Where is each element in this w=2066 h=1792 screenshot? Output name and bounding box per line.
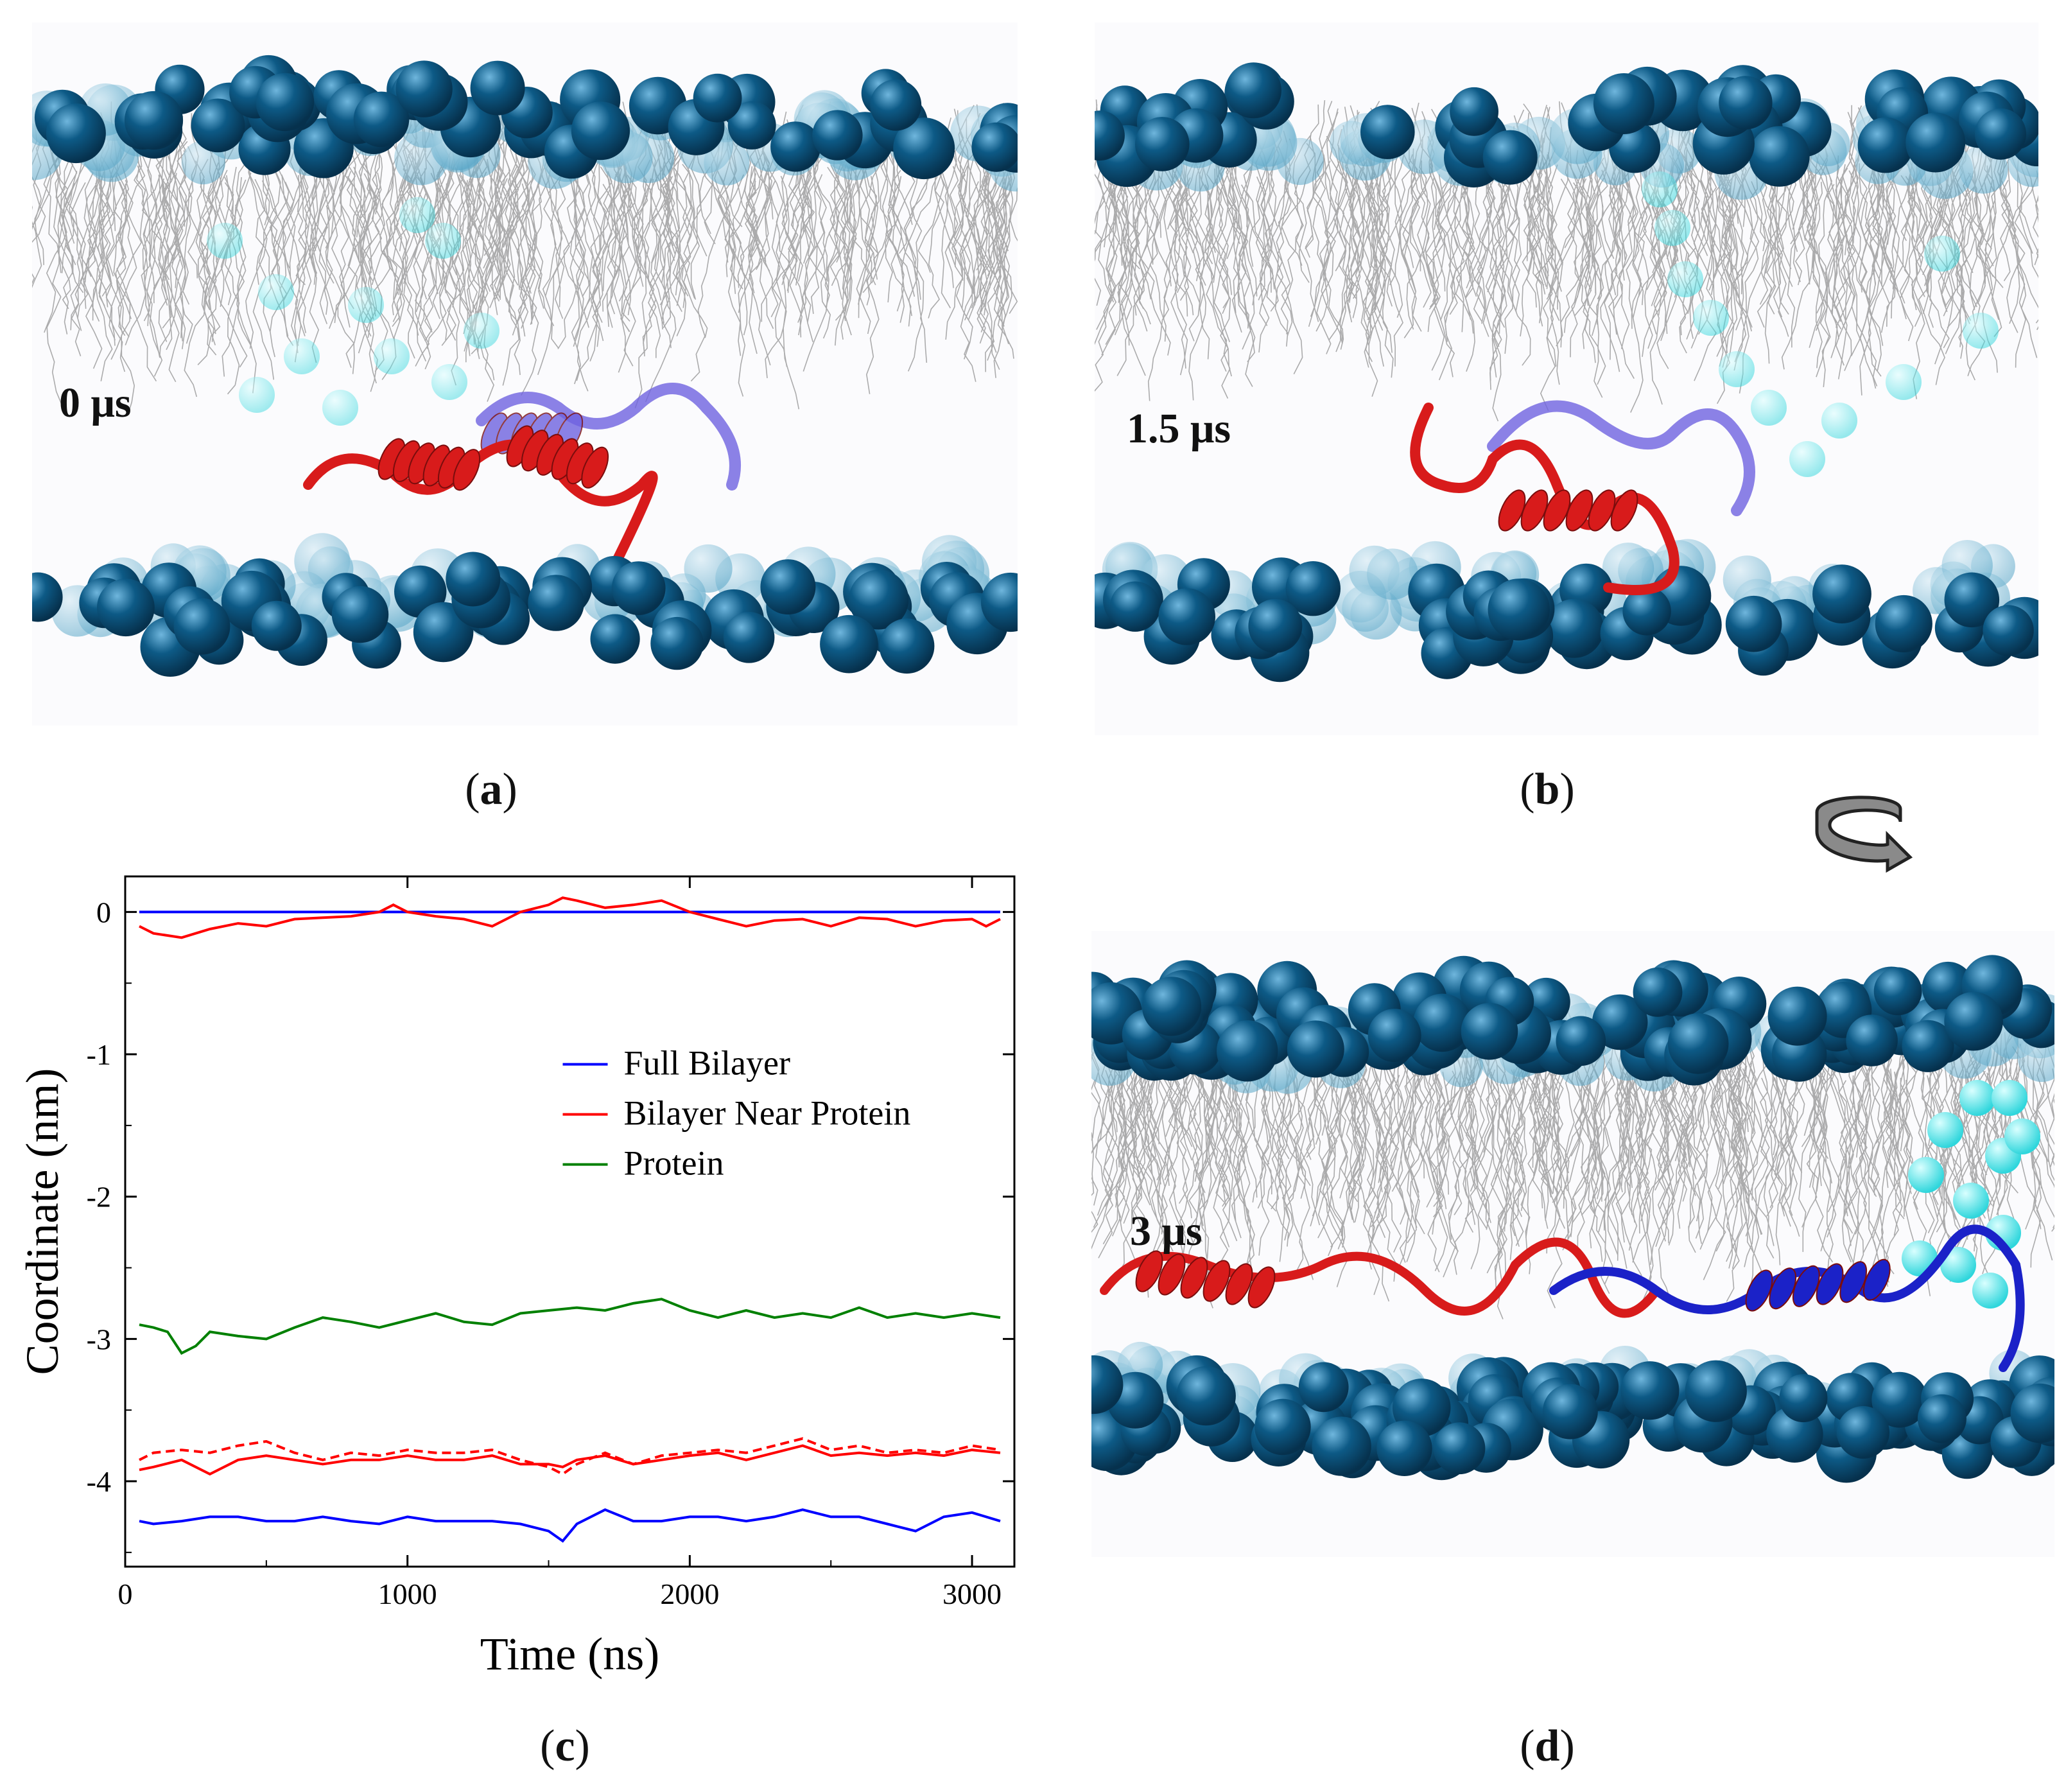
panel-a-snapshot bbox=[32, 22, 1018, 726]
lower-headgroups bbox=[32, 552, 1018, 677]
lower-headgroups bbox=[1095, 557, 2038, 683]
upper-headgroups bbox=[1095, 62, 2038, 187]
caption-close-paren: ) bbox=[575, 1721, 590, 1771]
caption-open-paren: ( bbox=[540, 1721, 555, 1771]
water-beads bbox=[1902, 1080, 2040, 1309]
caption-letter: b bbox=[1534, 765, 1560, 814]
panel-b-snapshot bbox=[1095, 22, 2038, 735]
series-line bbox=[139, 1437, 1001, 1476]
water-beads bbox=[1642, 171, 1999, 477]
membrane-snapshot-a bbox=[32, 22, 1018, 726]
series-line bbox=[139, 896, 1001, 939]
protein-red-helix bbox=[378, 438, 481, 491]
panel-b-time-label: 1.5 μs bbox=[1127, 405, 1231, 452]
x-axis-label: Time (ns) bbox=[480, 1628, 659, 1680]
protein-blue-helix bbox=[1745, 1258, 1891, 1312]
y-axis-label: Coordinate (nm) bbox=[19, 1068, 68, 1375]
water-beads bbox=[207, 197, 499, 426]
caption-close-paren: ) bbox=[502, 765, 517, 814]
y-tick-label: -4 bbox=[87, 1465, 111, 1498]
y-tick-label: -1 bbox=[87, 1038, 111, 1071]
protein-red-helix bbox=[1135, 1250, 1276, 1309]
upper-headgroups bbox=[1091, 955, 2054, 1086]
legend-label: Protein bbox=[624, 1144, 724, 1183]
legend-label: Bilayer Near Protein bbox=[624, 1094, 911, 1133]
upper-headgroups bbox=[34, 55, 1018, 180]
protein-red-helix bbox=[1498, 489, 1638, 532]
rotation-arrow-icon bbox=[1815, 796, 1913, 873]
caption-open-paren: ( bbox=[465, 765, 480, 814]
y-tick-label: -3 bbox=[87, 1323, 111, 1355]
panel-d-snapshot bbox=[1091, 931, 2054, 1557]
caption-close-paren: ) bbox=[1559, 765, 1575, 814]
protein-red-helix-2 bbox=[506, 425, 609, 489]
y-tick-label: -2 bbox=[87, 1181, 111, 1214]
protein-blue-ribbon bbox=[1487, 400, 1755, 516]
y-tick-label: 0 bbox=[96, 896, 111, 928]
coordinate-vs-time-chart: 0 1000 2000 3000 0 -1 -2 -3 -4 Time (ns) Coordinat… bbox=[19, 875, 1016, 1680]
caption-open-paren: ( bbox=[1520, 765, 1535, 814]
protein-blue-ribbon bbox=[476, 383, 741, 491]
series-line bbox=[139, 1508, 1001, 1543]
x-tick-label: 3000 bbox=[942, 1578, 1002, 1610]
x-tick-label: 2000 bbox=[660, 1578, 719, 1610]
panel-c-caption: (c) bbox=[501, 1721, 629, 1772]
caption-open-paren: ( bbox=[1520, 1721, 1535, 1771]
plot-frame bbox=[124, 875, 1016, 1568]
panel-d-caption: (d) bbox=[1483, 1721, 1611, 1772]
panel-a-caption: (a) bbox=[427, 764, 555, 815]
x-tick-label: 0 bbox=[118, 1578, 133, 1610]
panel-c-chart: 0 1000 2000 3000 0 -1 -2 -3 -4 Time (ns) Coordinat… bbox=[19, 854, 1034, 1682]
lower-headgroups bbox=[1091, 1355, 2054, 1483]
panel-a-time-label: 0 μs bbox=[59, 379, 132, 426]
caption-letter: a bbox=[480, 765, 503, 814]
caption-close-paren: ) bbox=[1559, 1721, 1575, 1771]
series-line bbox=[139, 1444, 1001, 1476]
x-tick-label: 1000 bbox=[378, 1578, 437, 1610]
membrane-snapshot-b bbox=[1095, 22, 2038, 735]
legend-label: Full Bilayer bbox=[624, 1044, 790, 1083]
caption-letter: d bbox=[1534, 1721, 1560, 1771]
membrane-snapshot-d bbox=[1091, 931, 2054, 1557]
caption-letter: c bbox=[555, 1721, 575, 1771]
panel-d-time-label: 3 μs bbox=[1130, 1208, 1202, 1255]
panel-b-caption: (b) bbox=[1483, 764, 1611, 815]
protein-blue-ribbon bbox=[1549, 1224, 2025, 1372]
series-line bbox=[139, 1298, 1001, 1355]
